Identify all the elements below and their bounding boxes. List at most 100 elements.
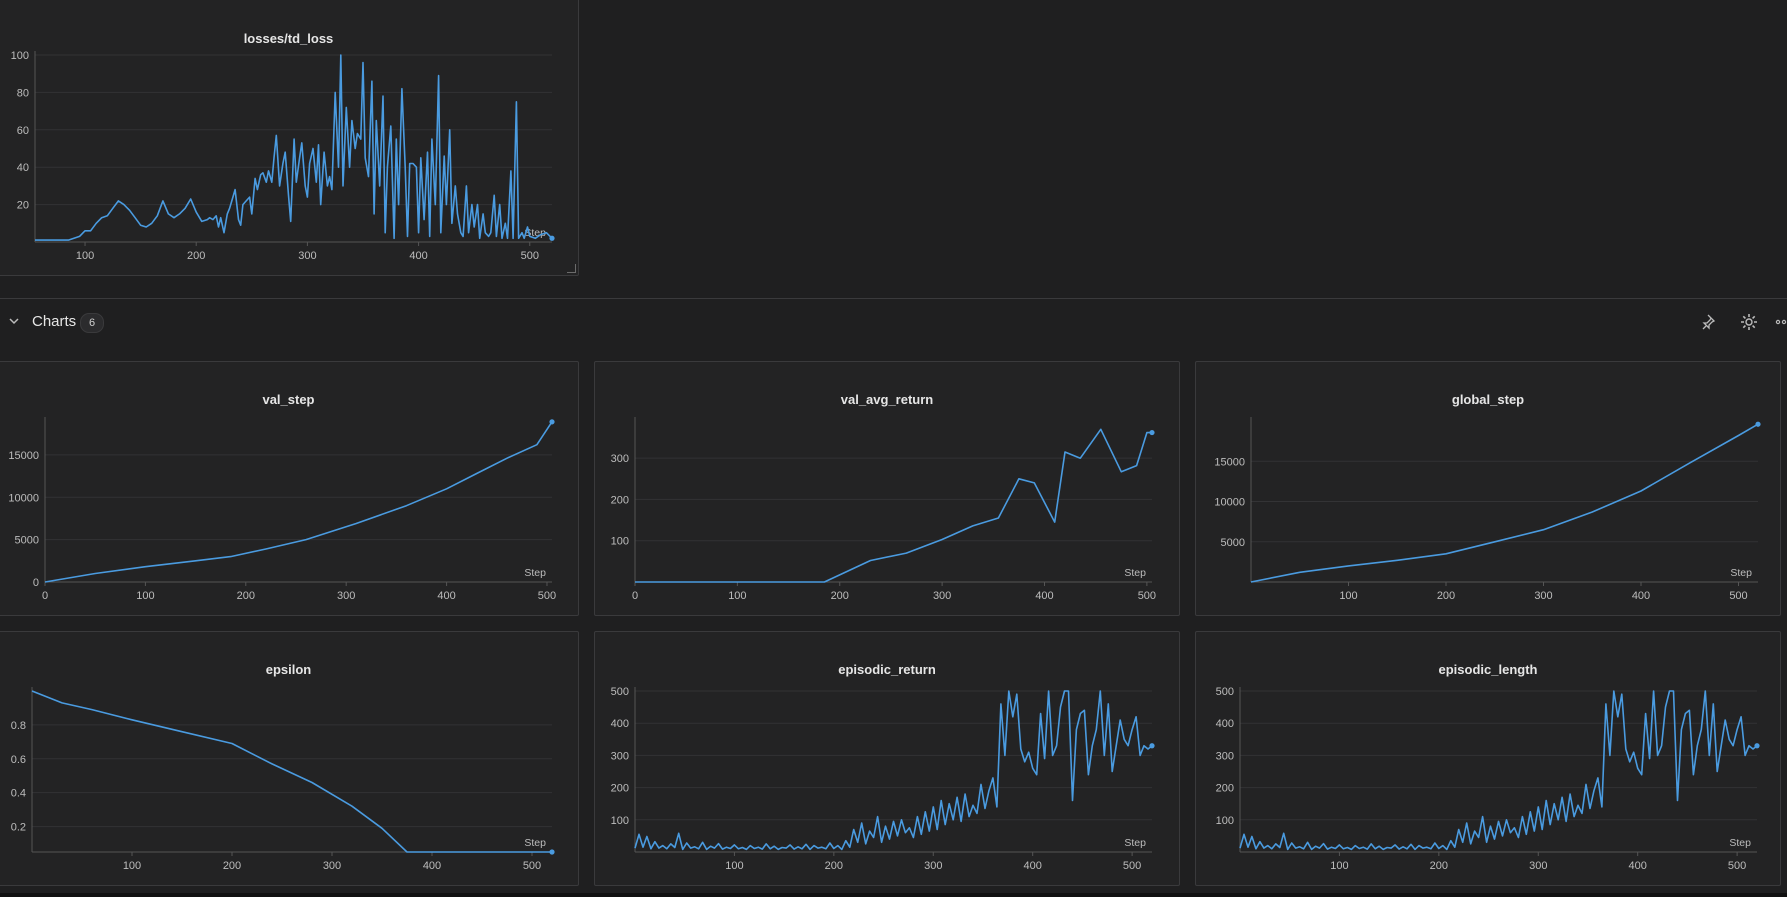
- x-tick-label: 100: [136, 590, 154, 602]
- y-tick-label: 100: [611, 815, 629, 827]
- x-tick-label: 200: [831, 590, 849, 602]
- x-tick-label: 400: [1035, 590, 1053, 602]
- x-tick-label: 100: [123, 860, 141, 872]
- x-tick-label: 400: [1632, 590, 1650, 602]
- y-tick-label: 40: [17, 162, 29, 174]
- y-tick-label: 10000: [1214, 497, 1245, 509]
- y-tick-label: 200: [611, 494, 629, 506]
- chart-episodic-return[interactable]: 100 200 300 400 500 100 200 300 400 500 Step: [595, 632, 1181, 887]
- chart-panel-epsilon[interactable]: epsilon 0.2 0.4 0.6 0.8 100 200 300 400 500 Step: [0, 631, 579, 886]
- series-line: [44, 421, 553, 583]
- chart-episodic-length[interactable]: 100 200 300 400 500 100 200 300 400 500 Step: [1196, 632, 1782, 887]
- chart-val-avg-return[interactable]: 100 200 300 0 100 200 300 400 500 Step: [595, 362, 1181, 617]
- x-tick-label: 400: [409, 250, 427, 262]
- y-tick-label: 300: [1216, 750, 1234, 762]
- section-divider: [0, 298, 1787, 299]
- x-tick-label: 300: [337, 590, 355, 602]
- y-tick-label: 20: [17, 200, 29, 212]
- series-line: [31, 690, 552, 853]
- series-end-point: [1149, 429, 1155, 436]
- x-tick-label: 300: [924, 860, 942, 872]
- chart-title: episodic_length: [1438, 662, 1538, 677]
- x-tick-label: 500: [1729, 590, 1747, 602]
- y-tick-label: 500: [1216, 686, 1234, 698]
- x-tick-label: 200: [187, 250, 205, 262]
- chart-title: val_step: [262, 392, 315, 407]
- x-tick-label: 100: [1330, 860, 1348, 872]
- chart-title: losses/td_loss: [243, 31, 334, 46]
- x-tick-label: 500: [523, 860, 541, 872]
- chart-panel-val-avg-return[interactable]: val_avg_return 100 200 300 0 100 200 300 400 500…: [594, 361, 1180, 616]
- y-tick-label: 0.4: [11, 788, 26, 800]
- y-tick-label: 80: [17, 87, 29, 99]
- y-tick-label: 60: [17, 125, 29, 137]
- x-tick-label: 500: [1138, 590, 1156, 602]
- x-tick-label: 400: [1629, 860, 1647, 872]
- series-line: [1250, 423, 1759, 583]
- x-axis-label: Step: [524, 567, 546, 579]
- chart-panel-global-step[interactable]: global_step 5000 10000 15000 100 200 300 400 50…: [1195, 361, 1781, 616]
- chart-epsilon[interactable]: 0.2 0.4 0.6 0.8 100 200 300 400 500 Step: [0, 632, 580, 887]
- gear-icon[interactable]: [1739, 312, 1759, 332]
- y-tick-label: 100: [11, 50, 29, 62]
- x-tick-label: 0: [632, 590, 638, 602]
- x-tick-label: 200: [825, 860, 843, 872]
- series-end-point: [1754, 743, 1760, 749]
- x-axis-label: Step: [1729, 837, 1751, 849]
- chart-panel-val-step[interactable]: val_step 0 5000 10000 15000 0 100 200 300 400 500…: [0, 361, 579, 616]
- y-tick-label: 10000: [8, 492, 39, 504]
- x-tick-label: 500: [521, 250, 539, 262]
- x-tick-label: 0: [42, 590, 48, 602]
- x-tick-label: 200: [1437, 590, 1455, 602]
- x-tick-label: 400: [437, 590, 455, 602]
- x-tick-label: 300: [933, 590, 951, 602]
- x-tick-label: 500: [1728, 860, 1746, 872]
- x-tick-label: 300: [323, 860, 341, 872]
- x-tick-label: 100: [1339, 590, 1357, 602]
- chart-panel-episodic-length[interactable]: episodic_length 100 200 300 400 500 100 200 300…: [1195, 631, 1781, 886]
- x-tick-label: 100: [728, 590, 746, 602]
- bottom-edge: [0, 893, 1787, 897]
- x-tick-label: 200: [1430, 860, 1448, 872]
- x-tick-label: 300: [1534, 590, 1552, 602]
- series-line: [635, 428, 1152, 583]
- resize-handle-icon[interactable]: [567, 264, 576, 273]
- y-tick-label: 0.8: [11, 720, 26, 732]
- y-tick-label: 100: [1216, 815, 1234, 827]
- y-tick-label: 0.2: [11, 822, 26, 834]
- x-tick-label: 100: [76, 250, 94, 262]
- x-axis-label: Step: [1730, 567, 1752, 579]
- chart-panel-episodic-return[interactable]: episodic_return 100 200 300 400 500 100 200 300…: [594, 631, 1180, 886]
- x-tick-label: 200: [237, 590, 255, 602]
- y-tick-label: 500: [611, 686, 629, 698]
- chart-title: global_step: [1451, 392, 1525, 407]
- chart-global-step[interactable]: 5000 10000 15000 100 200 300 400 500 Step: [1196, 362, 1782, 617]
- series-end-point: [1755, 421, 1761, 427]
- y-tick-label: 15000: [8, 450, 39, 462]
- x-tick-label: 300: [1529, 860, 1547, 872]
- series-end-point: [549, 419, 555, 425]
- chart-title: val_avg_return: [840, 392, 934, 407]
- chart-val-step[interactable]: 0 5000 10000 15000 0 100 200 300 400 500 Step: [0, 362, 580, 617]
- x-axis-label: Step: [1124, 567, 1146, 579]
- y-tick-label: 5000: [1221, 537, 1245, 549]
- series-line: [35, 54, 553, 241]
- y-tick-label: 200: [1216, 783, 1234, 795]
- x-tick-label: 400: [423, 860, 441, 872]
- chevron-down-icon[interactable]: [8, 315, 20, 327]
- y-tick-label: 100: [611, 536, 629, 548]
- y-tick-label: 15000: [1214, 456, 1245, 468]
- more-icon[interactable]: [1775, 312, 1787, 332]
- section-title: Charts: [32, 313, 77, 330]
- section-header[interactable]: Charts 6: [0, 310, 1787, 336]
- x-tick-label: 200: [223, 860, 241, 872]
- y-tick-label: 300: [611, 750, 629, 762]
- series-end-point: [549, 235, 555, 241]
- series-end-point: [1149, 743, 1155, 749]
- section-count-badge: 6: [80, 313, 104, 333]
- pin-icon[interactable]: [1700, 312, 1720, 332]
- y-tick-label: 200: [611, 783, 629, 795]
- series-line: [1239, 690, 1758, 851]
- chart-panel-td-loss[interactable]: losses/td_loss 20 40 60 80 100 100 200 300 400 50…: [0, 0, 579, 276]
